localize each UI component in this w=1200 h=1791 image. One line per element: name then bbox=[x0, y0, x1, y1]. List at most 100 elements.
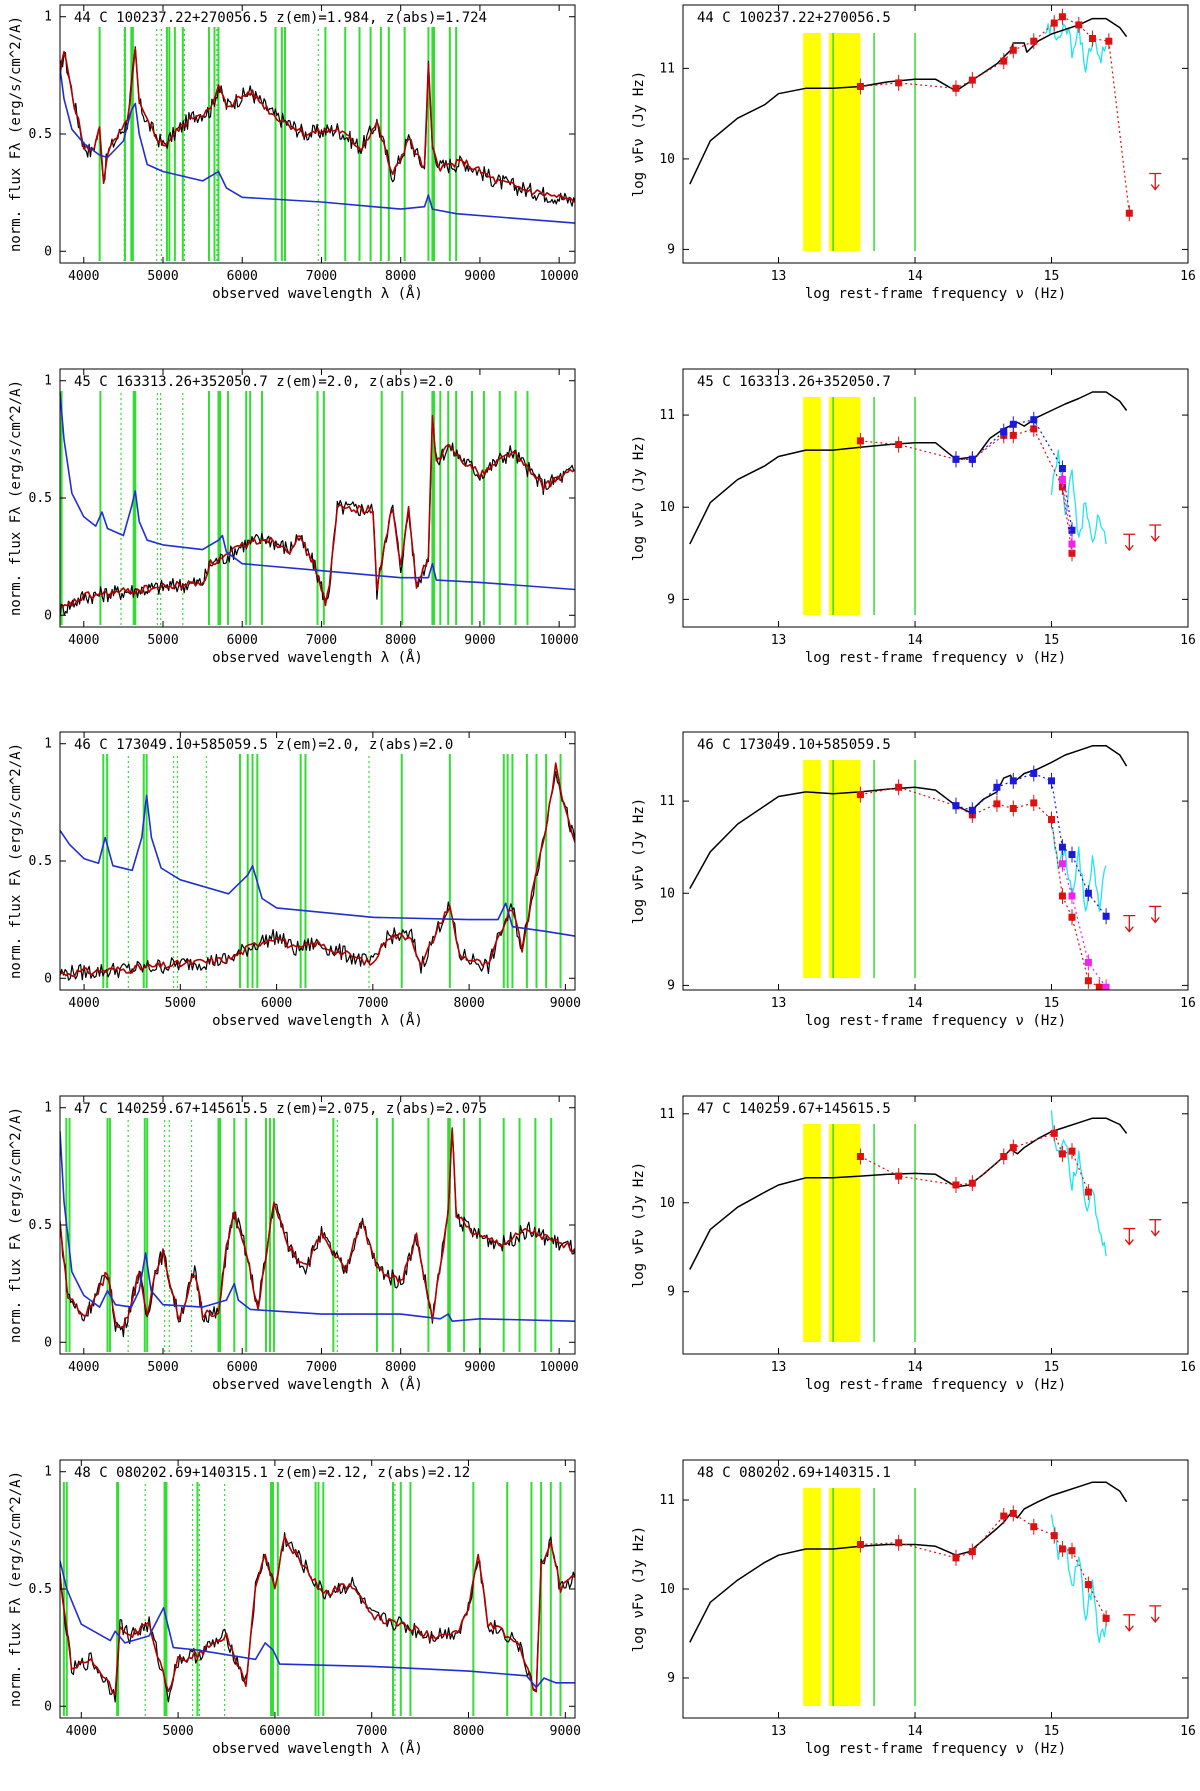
y-tick-label: 0 bbox=[44, 608, 52, 623]
spectrum-panel-4: 4000 5000 6000 7000 8000 9000 0 0.5 1 observed wa… bbox=[8, 1459, 581, 1757]
photometry-point-blue bbox=[1030, 416, 1038, 424]
photometry-point-red bbox=[895, 1539, 903, 1547]
x-tick-label: 5000 bbox=[147, 633, 178, 648]
photometry-point-red bbox=[1058, 1150, 1066, 1158]
photometry-point-red bbox=[1050, 1129, 1058, 1137]
x-tick-label: 8000 bbox=[385, 633, 416, 648]
yellow-band bbox=[803, 1124, 821, 1342]
photometry-point-red bbox=[1102, 1614, 1110, 1622]
y-tick-label: 0.5 bbox=[29, 854, 52, 869]
smoothed-spectrum bbox=[60, 1535, 575, 1695]
x-tick-label: 15 bbox=[1044, 1724, 1060, 1739]
yellow-band bbox=[803, 1488, 821, 1706]
x-tick-label: 14 bbox=[907, 1360, 923, 1375]
smoothed-spectrum bbox=[60, 414, 575, 608]
y-axis-label: log νFν (Jy Hz) bbox=[631, 71, 647, 197]
y-axis-label: norm. flux Fλ (erg/s/cm^2/A) bbox=[8, 1107, 24, 1343]
photometry-point-red bbox=[1048, 816, 1056, 824]
photometry-point-red bbox=[1084, 1188, 1092, 1196]
x-axis-label: log rest-frame frequency ν (Hz) bbox=[805, 1377, 1066, 1393]
x-tick-label: 4000 bbox=[68, 1360, 99, 1375]
x-tick-label: 10000 bbox=[540, 269, 579, 284]
sed-panel-0: 13 14 15 16 9 10 11 log rest-frame frequency ν … bbox=[631, 4, 1196, 302]
photometry-point-red bbox=[1068, 1547, 1076, 1555]
upper-limit-arrow bbox=[1149, 905, 1162, 924]
x-axis-label: observed wavelength λ (Å) bbox=[212, 1012, 423, 1029]
y-tick-label: 11 bbox=[659, 794, 675, 809]
photometry-point-red bbox=[1068, 549, 1076, 557]
plot-frame bbox=[59, 1095, 576, 1355]
photometry-point-blue bbox=[1000, 428, 1008, 436]
plot-frame bbox=[682, 731, 1189, 991]
optical-spectrum bbox=[1050, 827, 1107, 912]
photometry-point-blue bbox=[1009, 420, 1017, 428]
x-tick-label: 16 bbox=[1180, 1724, 1196, 1739]
y-tick-label: 10 bbox=[659, 886, 675, 901]
y-tick-label: 1 bbox=[44, 1101, 52, 1116]
x-tick-label: 4000 bbox=[68, 633, 99, 648]
photometry-point-red bbox=[1009, 431, 1017, 439]
upper-limit-arrow bbox=[1149, 1219, 1162, 1237]
upper-limit-arrow bbox=[1149, 1605, 1162, 1623]
sed-panel-2: 13 14 15 16 9 10 11 log rest-frame frequency ν … bbox=[631, 731, 1196, 1029]
sed-model-curve bbox=[689, 745, 1128, 889]
y-tick-label: 10 bbox=[659, 1196, 675, 1211]
x-tick-label: 9000 bbox=[464, 269, 495, 284]
x-tick-label: 13 bbox=[771, 269, 787, 284]
panel-title: 45 C 163313.26+352050.7 z(em)=2.0, z(abs… bbox=[74, 374, 453, 390]
photometry-point-blue bbox=[968, 455, 976, 463]
smoothed-spectrum bbox=[60, 762, 575, 978]
photometry-point-magenta bbox=[1058, 476, 1066, 484]
panel-title: 47 C 140259.67+145615.5 z(em)=2.075, z(a… bbox=[74, 1101, 487, 1117]
x-tick-label: 15 bbox=[1044, 633, 1060, 648]
photometry-point-red bbox=[1058, 13, 1066, 21]
plot-area bbox=[689, 8, 1162, 251]
photometry-point-red bbox=[968, 1548, 976, 1556]
x-tick-label: 9000 bbox=[464, 633, 495, 648]
photometry-connector-magenta bbox=[1061, 863, 1107, 988]
template-spectrum bbox=[60, 1131, 575, 1322]
y-tick-label: 0.5 bbox=[29, 491, 52, 506]
photometry-point-blue bbox=[1058, 843, 1066, 851]
photometry-point-red bbox=[968, 1179, 976, 1187]
yellow-band bbox=[829, 1124, 861, 1342]
x-axis-label: log rest-frame frequency ν (Hz) bbox=[805, 286, 1066, 302]
y-tick-label: 0.5 bbox=[29, 1218, 52, 1233]
template-spectrum bbox=[60, 392, 575, 591]
upper-limit-arrow bbox=[1149, 524, 1162, 543]
y-tick-label: 0 bbox=[44, 971, 52, 986]
photometry-point-blue bbox=[1030, 769, 1038, 777]
yellow-band bbox=[829, 397, 861, 615]
photometry-point-red bbox=[1088, 34, 1096, 42]
upper-limit-arrow bbox=[1149, 172, 1162, 191]
x-tick-label: 6000 bbox=[261, 996, 292, 1011]
x-axis-label: observed wavelength λ (Å) bbox=[212, 285, 423, 302]
x-tick-label: 14 bbox=[907, 269, 923, 284]
photometry-point-magenta bbox=[1102, 983, 1110, 990]
photometry-point-red bbox=[1125, 209, 1133, 217]
photometry-connector-red bbox=[860, 428, 1073, 554]
panel-title: 44 C 100237.22+270056.5 z(em)=1.984, z(a… bbox=[74, 10, 487, 26]
photometry-point-red bbox=[952, 1181, 960, 1189]
photometry-connector-red bbox=[860, 1512, 1107, 1619]
photometry-point-red bbox=[952, 1554, 960, 1562]
photometry-point-blue bbox=[1058, 465, 1066, 473]
photometry-point-red bbox=[1050, 19, 1058, 27]
plot-area bbox=[689, 745, 1162, 990]
plot-area bbox=[689, 391, 1162, 615]
y-tick-label: 9 bbox=[667, 1285, 675, 1300]
photometry-point-magenta bbox=[1084, 958, 1092, 966]
x-axis-label: observed wavelength λ (Å) bbox=[212, 1740, 423, 1757]
y-tick-label: 1 bbox=[44, 10, 52, 25]
upper-limit-arrow bbox=[1123, 1614, 1136, 1632]
plot-area bbox=[60, 754, 575, 988]
y-axis-label: log νFν (Jy Hz) bbox=[631, 1526, 647, 1652]
photometry-point-magenta bbox=[1068, 892, 1076, 900]
photometry-connector-red bbox=[860, 1132, 1089, 1193]
photometry-point-red bbox=[856, 791, 864, 799]
photometry-point-blue bbox=[1102, 912, 1110, 920]
photometry-point-red bbox=[856, 1541, 864, 1549]
panel-title: 48 C 080202.69+140315.1 z(em)=2.12, z(ab… bbox=[74, 1465, 470, 1481]
x-tick-label: 8000 bbox=[385, 269, 416, 284]
